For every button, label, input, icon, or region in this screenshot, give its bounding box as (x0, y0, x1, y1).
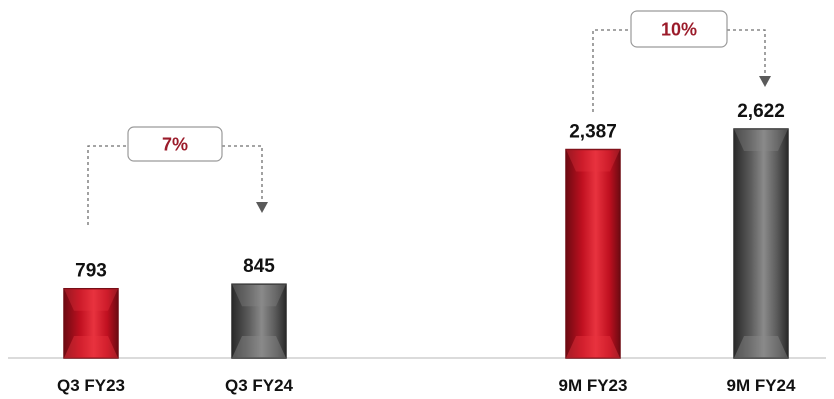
category-label-q3-fy24: Q3 FY24 (225, 376, 294, 395)
value-label-q3-fy24: 845 (243, 256, 275, 277)
value-label-q3-fy23: 793 (75, 261, 107, 282)
growth-callout-2: 10% (592, 10, 771, 112)
category-labels-group: Q3 FY23 Q3 FY24 9M FY23 9M FY24 (57, 376, 796, 395)
callout-arrow-icon (759, 76, 771, 87)
growth-label: 7% (162, 135, 188, 155)
growth-badge (630, 10, 728, 48)
growth-badge (127, 126, 223, 162)
bars-group (63, 128, 789, 359)
callout-connector-left (87, 145, 128, 225)
category-label-q3-fy23: Q3 FY23 (57, 376, 125, 395)
value-label-9m-fy24: 2,622 (737, 101, 785, 122)
growth-callouts-group: 7% 10% (87, 10, 771, 225)
callout-connector-right (727, 29, 766, 76)
growth-label: 10% (661, 20, 697, 40)
value-label-9m-fy23: 2,387 (569, 122, 617, 143)
bar-q3-fy24 (231, 283, 287, 359)
bar-9m-fy23 (565, 148, 621, 359)
callout-connector-left (592, 29, 631, 112)
category-label-9m-fy24: 9M FY24 (727, 376, 797, 395)
bar-q3-fy23 (63, 287, 119, 359)
growth-callout-1: 7% (87, 126, 268, 225)
bar-9m-fy24 (733, 128, 789, 359)
callout-connector-right (222, 145, 263, 202)
callout-arrow-icon (256, 202, 268, 213)
value-labels-group: 793 845 2,387 2,622 (75, 101, 785, 282)
category-label-9m-fy23: 9M FY23 (559, 376, 628, 395)
